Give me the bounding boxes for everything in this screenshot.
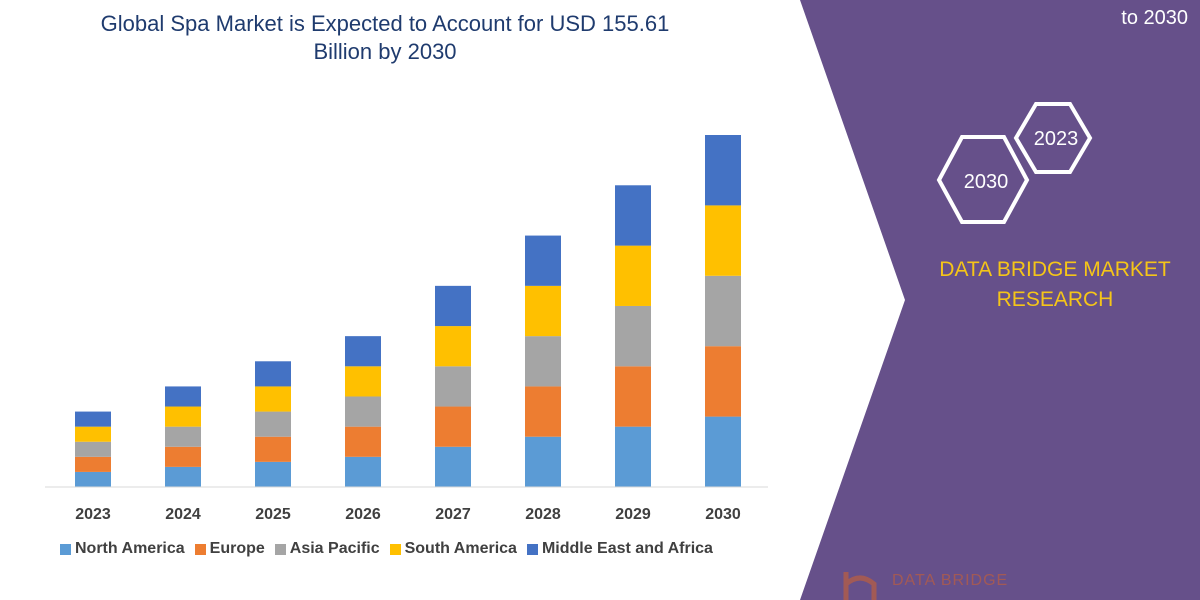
legend-label: North America — [75, 540, 185, 557]
bar-segment-2028-2 — [525, 336, 561, 387]
bar-segment-2029-4 — [615, 185, 651, 246]
bar-segment-2029-2 — [615, 305, 651, 367]
logo-text: DATA BRIDGE — [892, 572, 1009, 589]
x-tick-label: 2029 — [615, 506, 651, 523]
bar-segment-2026-0 — [345, 456, 381, 487]
legend-swatch — [389, 543, 401, 555]
legend-swatch — [274, 543, 286, 555]
bar-segment-2029-1 — [615, 366, 651, 427]
bar-segment-2028-1 — [525, 386, 561, 437]
legend-swatch — [194, 543, 206, 555]
bar-segment-2028-0 — [525, 436, 561, 487]
bar-segment-2026-2 — [345, 396, 381, 427]
logo-mark — [843, 572, 877, 600]
bar-segment-2027-3 — [435, 326, 471, 367]
bar-segment-2029-3 — [615, 245, 651, 306]
top-right-text: to 2030 — [1121, 7, 1188, 29]
x-tick-label: 2026 — [345, 506, 381, 523]
bar-segment-2023-0 — [75, 471, 111, 487]
legend-swatch — [60, 543, 71, 555]
bar-segment-2027-2 — [435, 366, 471, 407]
x-tick-label: 2023 — [75, 506, 111, 523]
bar-segment-2027-1 — [435, 406, 471, 447]
legend-swatch — [526, 543, 538, 555]
bar-segment-2024-2 — [165, 426, 201, 447]
legend-label: South America — [404, 540, 517, 557]
brand-line1: DATA BRIDGE MARKET — [939, 258, 1171, 281]
x-tick-label: 2024 — [165, 506, 201, 523]
bar-segment-2029-0 — [615, 426, 651, 487]
legend-item: South America — [389, 540, 517, 558]
bar-segment-2023-4 — [75, 411, 111, 427]
bar-segment-2030-0 — [705, 416, 741, 487]
bar-segment-2025-3 — [255, 386, 291, 412]
legend: North America Europe Asia Pacific South Ame… — [60, 540, 713, 558]
legend-label: Europe — [209, 540, 265, 557]
bar-segment-2030-2 — [705, 275, 741, 347]
hex-bottom-label: 2030 — [964, 171, 1009, 193]
bar-segment-2030-1 — [705, 346, 741, 417]
x-tick-label: 2028 — [525, 506, 561, 523]
bar-segment-2023-1 — [75, 456, 111, 472]
chart-title-line2: Billion by 2030 — [313, 39, 457, 64]
x-axis-ticks: 2023 2024 2025 2026 2027 2028 2029 2030 — [75, 506, 741, 523]
bar-segment-2026-1 — [345, 426, 381, 457]
x-tick-label: 2025 — [255, 506, 291, 523]
bar-segment-2025-2 — [255, 411, 291, 437]
bar-segment-2024-0 — [165, 466, 201, 487]
side-panel — [800, 0, 1200, 600]
bar-segment-2024-3 — [165, 406, 201, 427]
bar-segment-2030-4 — [705, 135, 741, 206]
bar-segment-2028-3 — [525, 285, 561, 337]
hexagon-2030: 2030 — [936, 135, 1030, 224]
bar-segment-2030-3 — [705, 205, 741, 276]
x-tick-label: 2027 — [435, 506, 471, 523]
legend-item: North America — [60, 540, 185, 558]
bar-segment-2023-2 — [75, 441, 111, 457]
bars — [75, 135, 741, 487]
bar-segment-2025-4 — [255, 361, 291, 387]
bar-segment-2026-4 — [345, 336, 381, 367]
legend-item: Middle East and Africa — [526, 540, 713, 558]
bar-segment-2028-4 — [525, 235, 561, 286]
brand-line2: RESEARCH — [996, 288, 1114, 311]
bar-segment-2025-1 — [255, 436, 291, 462]
bar-segment-2024-4 — [165, 386, 201, 407]
bar-segment-2027-0 — [435, 446, 471, 487]
legend-label: Asia Pacific — [289, 540, 380, 557]
bar-segment-2025-0 — [255, 461, 291, 487]
legend-label: Middle East and Africa — [541, 540, 713, 557]
brand-text: DATA BRIDGE MARKET RESEARCH — [920, 255, 1190, 315]
legend-item: Europe — [194, 540, 265, 558]
x-tick-label: 2030 — [705, 506, 741, 523]
bar-segment-2023-3 — [75, 426, 111, 442]
hex-top-label: 2023 — [1034, 128, 1079, 150]
hexagon-2023: 2023 — [1013, 102, 1093, 174]
chart-title: Global Spa Market is Expected to Account… — [80, 10, 690, 66]
chart-title-line1: Global Spa Market is Expected to Account… — [100, 11, 670, 36]
bar-segment-2026-3 — [345, 366, 381, 397]
bar-segment-2027-4 — [435, 285, 471, 327]
bar-segment-2024-1 — [165, 446, 201, 467]
legend-item: Asia Pacific — [274, 540, 380, 558]
